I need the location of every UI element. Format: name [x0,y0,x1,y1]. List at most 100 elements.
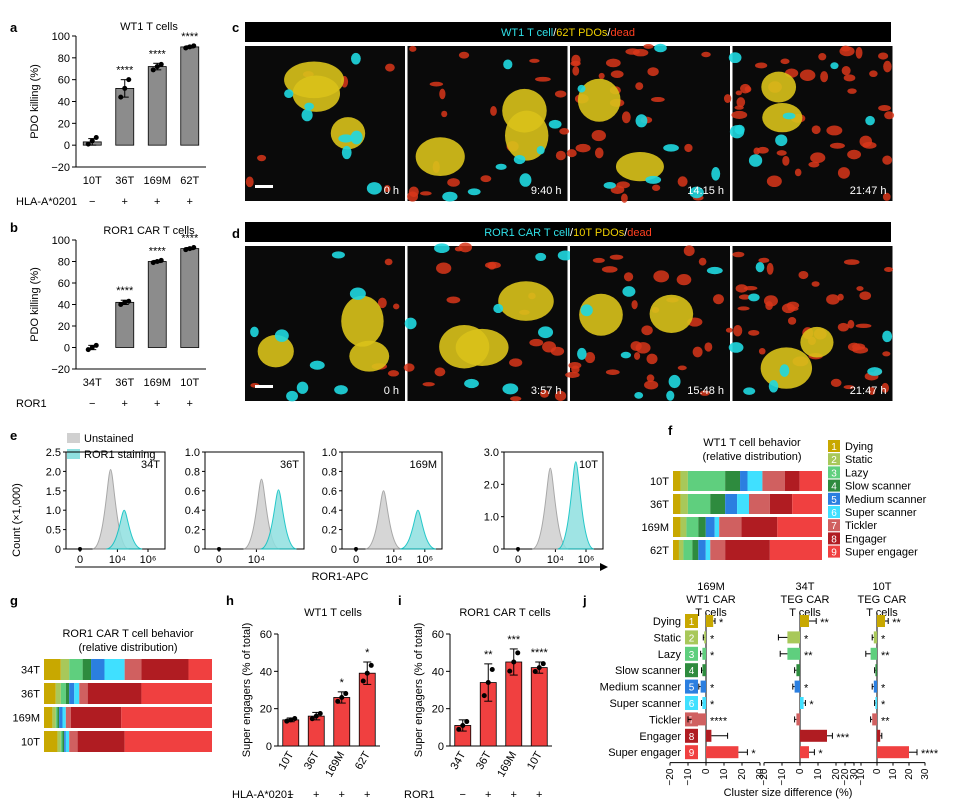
legend-number: 9 [831,548,837,559]
y-axis-title: Super engagers (% of total) [413,623,425,758]
t-cell-blob [666,390,675,401]
organoid-blob [762,102,803,133]
panel-letter-a: a [10,20,18,35]
stack-segment [769,494,793,514]
stack-segment [77,731,125,752]
condition-value: + [339,789,345,801]
y-tick-label: 0 [64,343,70,355]
diff-bar [877,615,885,627]
diff-bar [796,664,800,677]
timestamp: 0 h [384,385,399,397]
stack-segment [124,659,142,680]
data-point [122,85,128,91]
diff-bar [702,664,706,677]
bar [282,719,300,747]
category-number: 1 [689,617,695,628]
dead-cell-blob [605,369,620,375]
diff-bar [702,647,706,660]
dead-cell-blob [713,294,724,305]
t-cell-blob [349,287,366,300]
movie-frame: 3:57 h [403,242,573,402]
significance-label: * [804,633,809,645]
stack-segment [44,659,61,680]
diff-bar [691,713,706,726]
stack-segment [79,683,88,704]
dead-cell-blob [820,71,829,83]
legend-number: 7 [831,521,837,532]
dead-cell-blob [847,88,857,94]
dead-cell-blob [698,257,707,266]
x-tick-label: 0 [872,768,883,774]
t-cell-blob [304,102,314,111]
movie-title-part: ROR1 CAR T cell [484,227,570,239]
dead-cell-blob [725,327,733,333]
category-swatch [685,614,698,628]
t-cell-blob [768,380,779,393]
dead-cell-blob [882,155,893,165]
panel-letter-i: i [398,593,402,608]
dead-cell-blob [422,382,435,387]
chart-j: Dying 1 Static 2 Lazy 3 Slow scanner 4 Medium sc… [600,581,939,799]
significance-label: * [751,748,756,760]
dead-cell-blob [634,352,641,360]
row-label: Tickler [649,714,681,726]
x-tick-label: −10 [777,768,788,785]
t-cell-blob [536,145,545,155]
stack-segment [70,707,122,728]
organoid-blob [349,340,390,372]
stack-segment [678,540,684,560]
significance-label: ** [484,649,493,661]
significance-label: ** [881,715,890,727]
y-tick-label: 0 [493,544,499,556]
dead-cell-blob [755,62,768,69]
chart-h: 0 20 40 60 Super engagers (% of total) WT1 T … [232,607,380,801]
x-tick-label: 10T [180,377,199,389]
dead-cell-blob [766,175,782,188]
t-cell-blob [442,191,458,202]
dead-cell-blob [419,191,432,196]
stack-segment [714,517,720,537]
row-label: Static [653,632,681,644]
significance-label: * [340,677,345,689]
x-tick-label: 0 [353,554,359,566]
stack-segment [121,707,212,728]
dead-cell-blob [436,262,452,274]
significance-label: * [710,633,715,645]
diff-bar [800,697,804,709]
condition-label: HLA-A*0201 [232,789,293,801]
data-point [93,135,99,141]
significance-label: **** [921,748,939,760]
data-point [343,691,349,697]
dead-cell-blob [723,94,732,103]
dead-cell-blob [384,258,393,266]
row-label: Slow scanner [615,665,681,677]
dead-cell-blob [559,128,570,135]
dead-cell-blob [826,125,843,136]
stack-segment [141,683,212,704]
stack-segment [69,731,78,752]
dead-cell-blob [631,300,638,310]
y-tick-label: 1.0 [185,447,200,459]
x-tick-label: −20 [840,768,851,785]
movie-frame: 0 h [245,246,405,402]
category-number: 2 [689,633,695,644]
y-tick-label: 0.6 [185,486,200,498]
legend-swatch [828,479,840,492]
data-point [481,693,487,699]
dead-cell-blob [884,111,895,120]
y-tick-label: 2.5 [46,447,61,459]
significance-label: ** [804,650,813,662]
bar [180,248,200,348]
scale-bar [255,385,273,388]
stack-segment [673,494,681,514]
dead-cell-blob [704,342,713,352]
x-tick-label: 0 [701,768,712,774]
legend-number: 6 [831,508,837,519]
diff-bar [794,680,800,693]
y-tick-label: 20 [58,118,70,130]
dead-cell-blob [868,387,876,395]
t-cell-blob [711,166,721,181]
movie-title-part: 10T PDOs [573,227,625,239]
dead-cell-blob [554,90,567,98]
stack-segment [747,471,763,491]
